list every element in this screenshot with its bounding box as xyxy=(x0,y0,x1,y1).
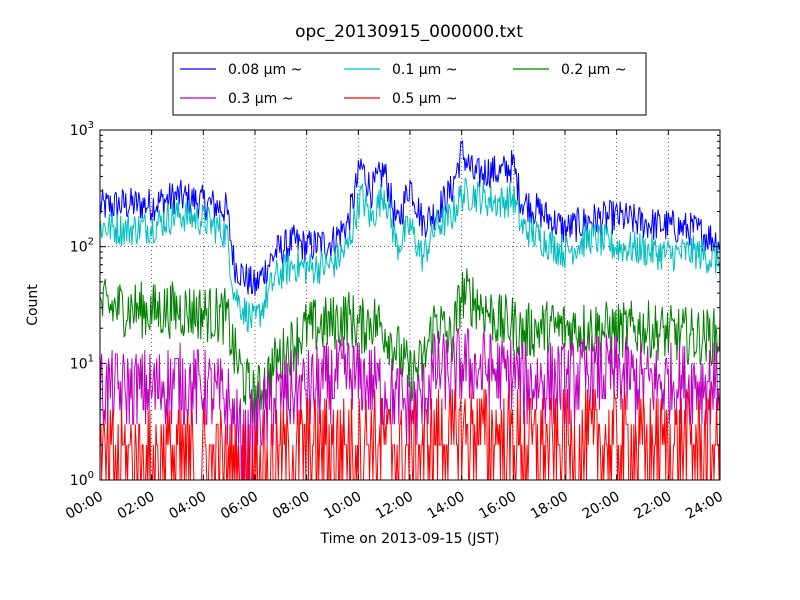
y-axis-label: Count xyxy=(25,284,41,326)
chart-title: opc_20130915_000000.txt xyxy=(295,22,523,42)
plot-series xyxy=(99,140,721,481)
series-line-1 xyxy=(99,140,721,296)
legend: 0.08 μm ~ 0.1 μm ~ 0.2 μm ~ 0.3 μm ~ 0.5 μm … xyxy=(172,52,647,116)
x-axis-label: Time on 2013-09-15 (JST) xyxy=(320,531,500,547)
y-tick-label: 103 xyxy=(70,120,94,139)
y-tick-label: 101 xyxy=(70,353,94,372)
legend-label: 0.3 μm ~ xyxy=(228,91,293,107)
series-line-2 xyxy=(99,177,721,332)
legend-frame xyxy=(172,52,647,116)
y-ticks: 100 101 102 103 xyxy=(70,120,720,489)
legend-label: 0.2 μm ~ xyxy=(561,62,626,78)
y-tick-label: 102 xyxy=(70,237,94,256)
series-line-4 xyxy=(99,328,721,481)
legend-label: 0.5 μm ~ xyxy=(392,91,457,107)
legend-label: 0.08 μm ~ xyxy=(228,62,302,78)
series-line-5 xyxy=(99,389,721,481)
y-tick-label: 100 xyxy=(70,470,94,489)
legend-label: 0.1 μm ~ xyxy=(392,62,457,78)
